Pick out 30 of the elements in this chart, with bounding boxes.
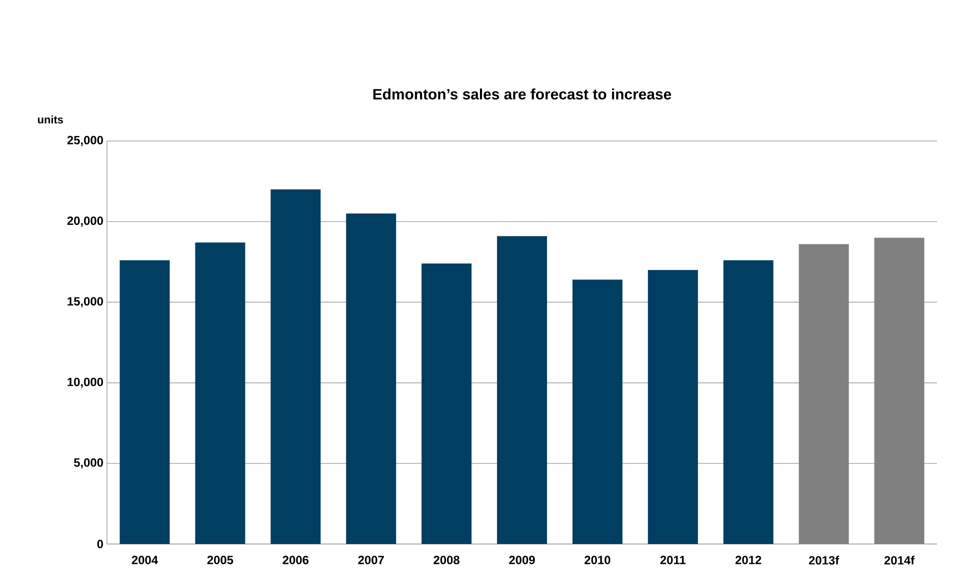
- bar: [648, 270, 698, 544]
- y-tick-label: 10,000: [68, 378, 103, 388]
- bar: [572, 280, 622, 544]
- x-tick-label: 2011: [660, 556, 686, 564]
- chart-title: Edmonton’s sales are forecast to increase: [373, 88, 672, 100]
- x-tick-label: 2007: [358, 556, 384, 564]
- y-axis-title: units: [38, 115, 64, 124]
- y-tick-label: 25,000: [67, 136, 103, 146]
- bar: [195, 242, 246, 544]
- x-tick-label: 2012: [735, 556, 762, 564]
- bar: [497, 236, 548, 544]
- x-tick-label: 2008: [434, 556, 460, 564]
- y-tick-label: 5,000: [74, 458, 103, 468]
- bar: [798, 244, 849, 544]
- y-tick-label: 15,000: [68, 297, 103, 308]
- x-tick-label: 2006: [282, 556, 308, 564]
- bar: [874, 238, 924, 544]
- bar: [270, 189, 321, 544]
- bar: [723, 260, 774, 544]
- x-tick-label: 2013f: [808, 556, 840, 565]
- x-tick-label: 2014f: [884, 556, 915, 565]
- x-tick-label: 2010: [584, 556, 610, 564]
- y-tick-label: 0: [97, 540, 103, 548]
- x-tick-label: 2005: [207, 556, 234, 564]
- bar: [346, 214, 396, 544]
- bar: [120, 260, 170, 544]
- x-tick-label: 2004: [132, 556, 158, 564]
- x-tick-label: 2009: [509, 556, 535, 564]
- y-tick-label: 20,000: [67, 216, 103, 227]
- bar: [422, 264, 472, 544]
